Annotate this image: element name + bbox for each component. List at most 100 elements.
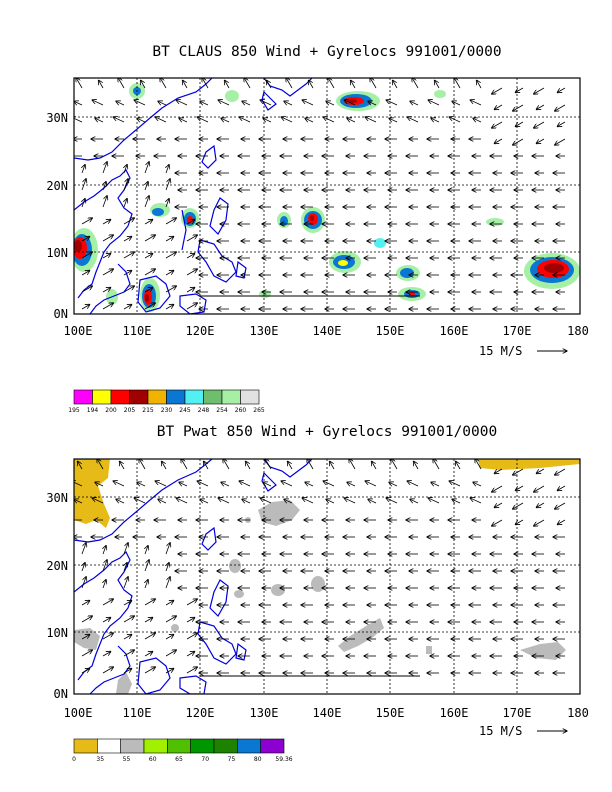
- wind-vector: [428, 100, 440, 106]
- wind-vector: [284, 101, 293, 105]
- wind-vector: [492, 519, 503, 526]
- wind-vector: [368, 101, 377, 105]
- wind-vector: [162, 461, 167, 470]
- colorbar-swatch: [221, 389, 241, 405]
- wind-vector: [141, 80, 146, 89]
- wind-vector: [536, 104, 545, 110]
- wind-vector: [134, 100, 146, 106]
- colorbar-label: 205: [124, 407, 136, 414]
- colorbar-swatch: [240, 389, 260, 405]
- wind-vector: [197, 481, 209, 487]
- wind-vector: [186, 599, 197, 606]
- wind-vector: [113, 117, 125, 123]
- wind-vector: [515, 121, 524, 127]
- plot-frame: [73, 77, 581, 315]
- wind-vector: [81, 218, 92, 225]
- cloud-blob: [396, 265, 420, 281]
- wind-vector: [97, 459, 104, 470]
- wind-vector: [412, 78, 419, 89]
- y-tick-label: 30N: [46, 111, 68, 125]
- wind-vector: [435, 80, 440, 89]
- x-tick-label: 180: [567, 324, 589, 338]
- x-tick-label: 150E: [376, 324, 405, 338]
- wind-vector: [389, 118, 398, 122]
- x-tick-label: 170E: [503, 324, 532, 338]
- wind-vector: [393, 80, 398, 89]
- wind-vector: [144, 618, 153, 623]
- wind-vector: [165, 543, 170, 555]
- wind-vector: [534, 87, 545, 94]
- wind-vector: [328, 78, 335, 89]
- wind-vector: [166, 563, 169, 572]
- colorbar-swatch: [167, 738, 191, 754]
- wind-vector: [158, 101, 167, 105]
- wind-vector: [513, 468, 524, 475]
- wind-vector: [347, 482, 356, 486]
- wind-vector: [557, 87, 566, 93]
- y-tick-label: 30N: [46, 491, 68, 505]
- colorbar-label: 254: [216, 407, 228, 414]
- wind-vector-field: [74, 459, 566, 674]
- colorbar-pwat: 0 35 55 60 65 70 75 80 59.36: [72, 738, 293, 763]
- wind-vector: [165, 286, 176, 293]
- wind-vector: [158, 499, 167, 503]
- wind-vector: [144, 162, 149, 174]
- pwat-high-region: [271, 584, 285, 596]
- wind-vector: [144, 235, 155, 242]
- x-tick-label: 180: [567, 706, 589, 720]
- wind-vector: [81, 577, 86, 589]
- wind-vector: [124, 165, 127, 174]
- wind-vector: [166, 199, 169, 208]
- wind-vector: [410, 499, 419, 503]
- wind-vector: [145, 182, 148, 191]
- wind-vector-field: [74, 78, 566, 310]
- plot-area-claus: [74, 78, 580, 314]
- wind-vector: [155, 117, 167, 123]
- reference-vector-label: 15 M/S: [479, 344, 522, 358]
- wind-vector: [103, 580, 106, 589]
- wind-vector: [305, 118, 314, 122]
- wind-vector: [102, 235, 113, 242]
- wind-vector: [244, 78, 251, 89]
- cloud-blob: [259, 290, 271, 298]
- wind-vector: [81, 271, 90, 276]
- wind-vector: [372, 461, 377, 470]
- wind-vector: [494, 468, 503, 474]
- wind-vector: [386, 100, 398, 106]
- wind-vector: [555, 502, 566, 509]
- panel-title-pwat: BT Pwat 850 Wind + Gyrelocs 991001/0000: [157, 424, 497, 440]
- wind-vector: [555, 138, 566, 145]
- x-tick-label: 110E: [123, 706, 152, 720]
- wind-vector: [82, 199, 85, 208]
- colorbar-swatch: [147, 389, 167, 405]
- wind-vector: [473, 118, 482, 122]
- wind-vector: [165, 601, 174, 606]
- wind-vector: [221, 482, 230, 486]
- y-tick-label: 0N: [54, 307, 68, 321]
- wind-vector: [116, 101, 125, 105]
- wind-vector: [347, 118, 356, 122]
- cloud-blob: [277, 212, 291, 228]
- cloud-blob: [74, 228, 98, 272]
- wind-vector: [492, 87, 503, 94]
- x-tick-label: 110E: [123, 324, 152, 338]
- wind-vector: [265, 459, 272, 470]
- wind-vector: [74, 101, 83, 105]
- wind-vector: [492, 485, 503, 492]
- x-tick-label: 120E: [186, 324, 215, 338]
- wind-vector: [179, 118, 188, 122]
- wind-vector: [102, 667, 113, 674]
- wind-vector: [165, 218, 176, 225]
- wind-vector: [221, 118, 230, 122]
- wind-vector: [92, 498, 104, 504]
- wind-vector: [186, 667, 197, 674]
- wind-vector: [144, 288, 153, 293]
- coastline: [74, 78, 313, 314]
- y-tick-label: 10N: [46, 246, 68, 260]
- wind-vector: [513, 138, 524, 145]
- colorbar-label: 195: [68, 407, 80, 414]
- y-tick-label: 20N: [46, 559, 68, 573]
- wind-vector: [186, 303, 197, 310]
- wind-vector: [391, 459, 398, 470]
- wind-vector: [281, 117, 293, 123]
